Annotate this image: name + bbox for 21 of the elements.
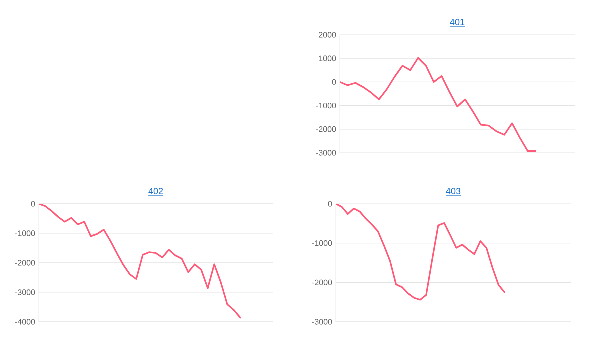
y-tick-label: 0 (31, 201, 36, 207)
y-tick-label: -2000 (312, 280, 332, 286)
y-tick-label: 0 (328, 201, 332, 207)
y-tick-label: 0 (332, 79, 336, 86)
chart-title: 402 (148, 188, 164, 194)
y-tick-label: -3000 (316, 150, 336, 156)
y-tick-label: -1000 (316, 102, 336, 109)
line-series (336, 204, 506, 301)
line-series (39, 204, 242, 319)
chart-title: 403 (446, 188, 461, 194)
y-tick-label: -3000 (15, 290, 36, 296)
y-tick-label: -1000 (312, 240, 332, 246)
y-tick-label: -3000 (312, 319, 332, 325)
y-tick-label: -2000 (316, 126, 336, 132)
line-series (340, 57, 537, 152)
y-tick-label: -1000 (15, 230, 36, 236)
y-tick-label: -4000 (15, 319, 36, 325)
y-tick-label: 2000 (319, 32, 336, 38)
chart-title: 401 (450, 19, 465, 26)
y-tick-label: -2000 (15, 260, 36, 266)
y-tick-label: 1000 (319, 56, 336, 62)
